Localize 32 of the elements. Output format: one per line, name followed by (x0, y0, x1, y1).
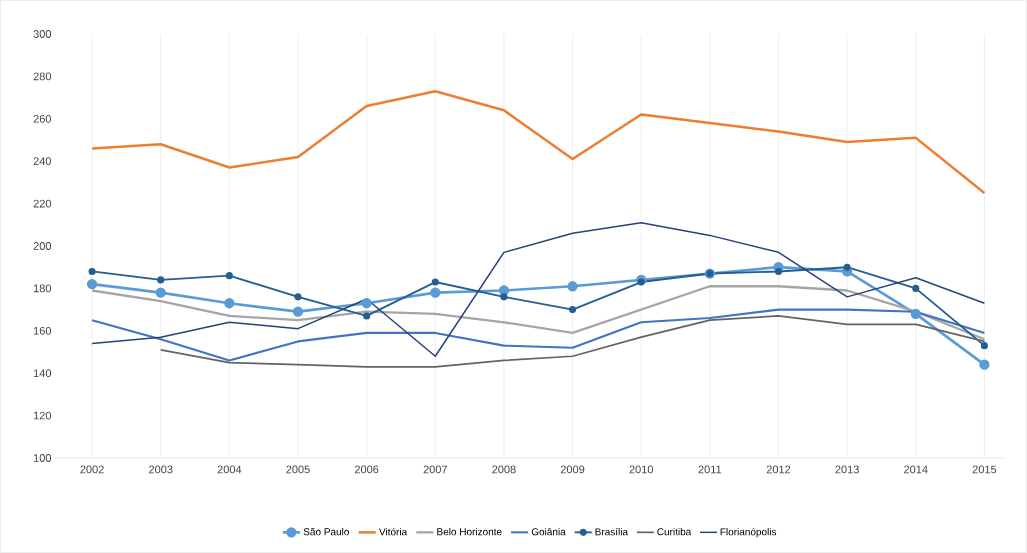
legend-label: Florianópolis (720, 527, 777, 538)
y-tick-label: 180 (33, 284, 52, 293)
legend-label: Curitiba (657, 527, 692, 536)
legend-label: Belo Horizonte (437, 527, 502, 536)
y-tick-label: 120 (33, 411, 52, 420)
legend-label: Brasília (595, 527, 629, 536)
y-tick-label: 140 (33, 369, 52, 378)
x-tick-label: 2005 (286, 465, 310, 474)
y-tick-label: 300 (33, 30, 52, 38)
x-tick-label: 2015 (972, 465, 997, 474)
y-tick-label: 240 (33, 157, 52, 166)
x-tick-label: 2004 (217, 465, 242, 474)
x-tick-label: 2008 (492, 465, 516, 474)
y-tick-label: 280 (33, 72, 52, 81)
y-tick-label: 160 (33, 326, 52, 335)
y-tick-label: 220 (33, 199, 52, 208)
x-tick-label: 2007 (423, 465, 447, 474)
x-tick-label: 2006 (354, 465, 379, 474)
legend-label: Vitória (379, 527, 408, 536)
y-tick-label: 200 (33, 242, 52, 250)
x-tick-label: 2011 (698, 465, 722, 474)
x-tick-label: 2002 (80, 465, 104, 474)
x-tick-label: 2010 (629, 465, 653, 474)
x-tick-label: 2012 (766, 465, 791, 474)
y-tick-label: 260 (33, 114, 52, 123)
legend-label: Goiânia (531, 527, 566, 536)
x-tick-label: 2009 (560, 465, 585, 474)
x-tick-label: 2003 (149, 465, 173, 474)
x-tick-label: 2013 (835, 465, 859, 474)
x-tick-label: 2014 (904, 465, 928, 474)
y-tick-label: 100 (33, 454, 52, 462)
legend-label: São Paulo (303, 527, 349, 536)
